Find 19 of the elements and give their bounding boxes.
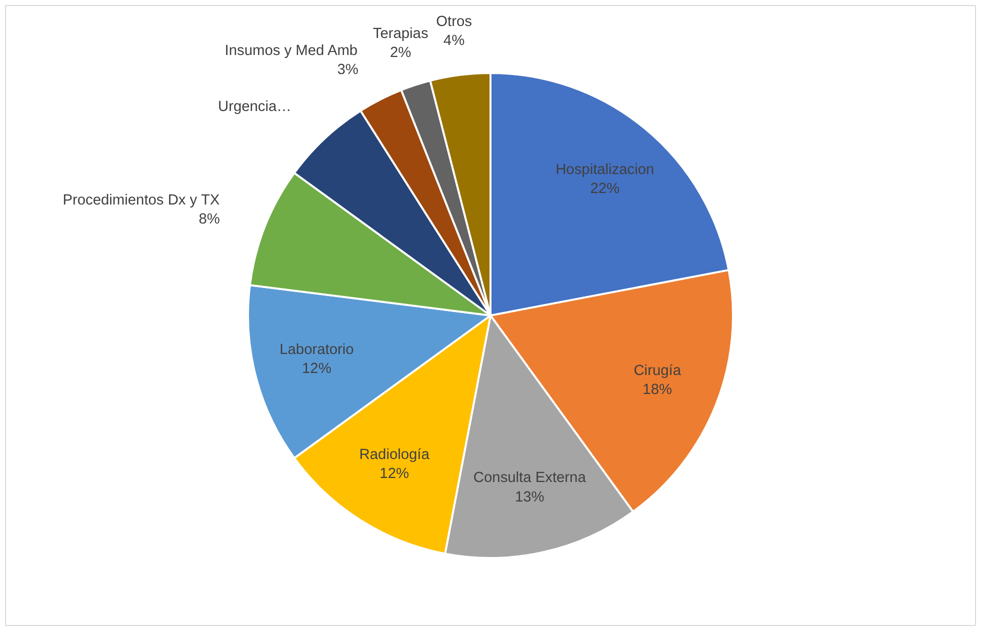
slice-label: Urgencia… bbox=[218, 98, 292, 115]
data-label: 3% bbox=[337, 62, 358, 78]
slice-label: Radiología bbox=[359, 446, 430, 463]
data-label: 18% bbox=[642, 382, 672, 398]
slice-label: Cirugía bbox=[634, 362, 682, 379]
slice-label: Procedimientos Dx y TX bbox=[62, 192, 220, 209]
data-label: 8% bbox=[198, 212, 220, 228]
data-label: 12% bbox=[380, 466, 410, 482]
slice-label: Insumos y Med Amb bbox=[224, 42, 358, 59]
slice-label: Laboratorio bbox=[280, 342, 354, 358]
slice-label: Hospitalizacion bbox=[556, 162, 654, 178]
data-label: 13% bbox=[514, 489, 544, 506]
data-label: 22% bbox=[590, 181, 620, 198]
slice-label: Consulta Externa bbox=[473, 470, 587, 486]
data-label: 4% bbox=[443, 33, 465, 50]
data-label: 12% bbox=[302, 360, 332, 377]
slice-label: Terapias bbox=[372, 26, 428, 42]
data-label: 2% bbox=[390, 44, 412, 61]
slice-label: Otros bbox=[436, 14, 472, 30]
